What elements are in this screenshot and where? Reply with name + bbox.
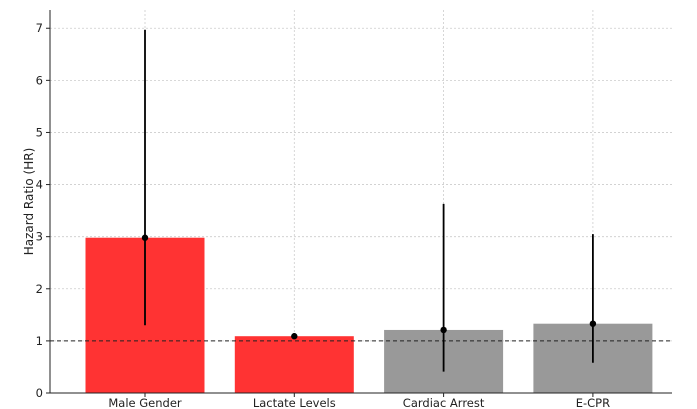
y-tick-label-4: 4 bbox=[36, 178, 43, 192]
y-axis-title: Hazard Ratio (HR) bbox=[22, 148, 36, 256]
axes bbox=[49, 10, 672, 394]
error-bars bbox=[141, 29, 597, 372]
y-tick-label-7: 7 bbox=[36, 21, 43, 35]
y-ticks: 0 1 2 3 4 5 6 7 bbox=[36, 21, 50, 400]
x-tick-label-0: Male Gender bbox=[108, 396, 182, 409]
x-ticks: Male Gender Lactate Levels Cardiac Arrest E… bbox=[108, 393, 610, 409]
y-tick-label-2: 2 bbox=[36, 282, 43, 296]
bars bbox=[85, 237, 653, 393]
x-tick-label-3: E-CPR bbox=[576, 396, 610, 409]
point-1 bbox=[291, 333, 298, 340]
point-3 bbox=[589, 320, 597, 327]
y-tick-label-0: 0 bbox=[36, 386, 43, 400]
bar-1 bbox=[234, 336, 354, 393]
y-tick-label-3: 3 bbox=[36, 230, 43, 244]
point-0 bbox=[141, 234, 149, 241]
x-tick-label-1: Lactate Levels bbox=[253, 396, 336, 409]
y-tick-label-1: 1 bbox=[36, 334, 43, 348]
y-tick-label-5: 5 bbox=[36, 125, 43, 139]
y-tick-label-6: 6 bbox=[36, 73, 43, 87]
x-tick-label-2: Cardiac Arrest bbox=[403, 396, 485, 409]
point-2 bbox=[440, 326, 447, 334]
